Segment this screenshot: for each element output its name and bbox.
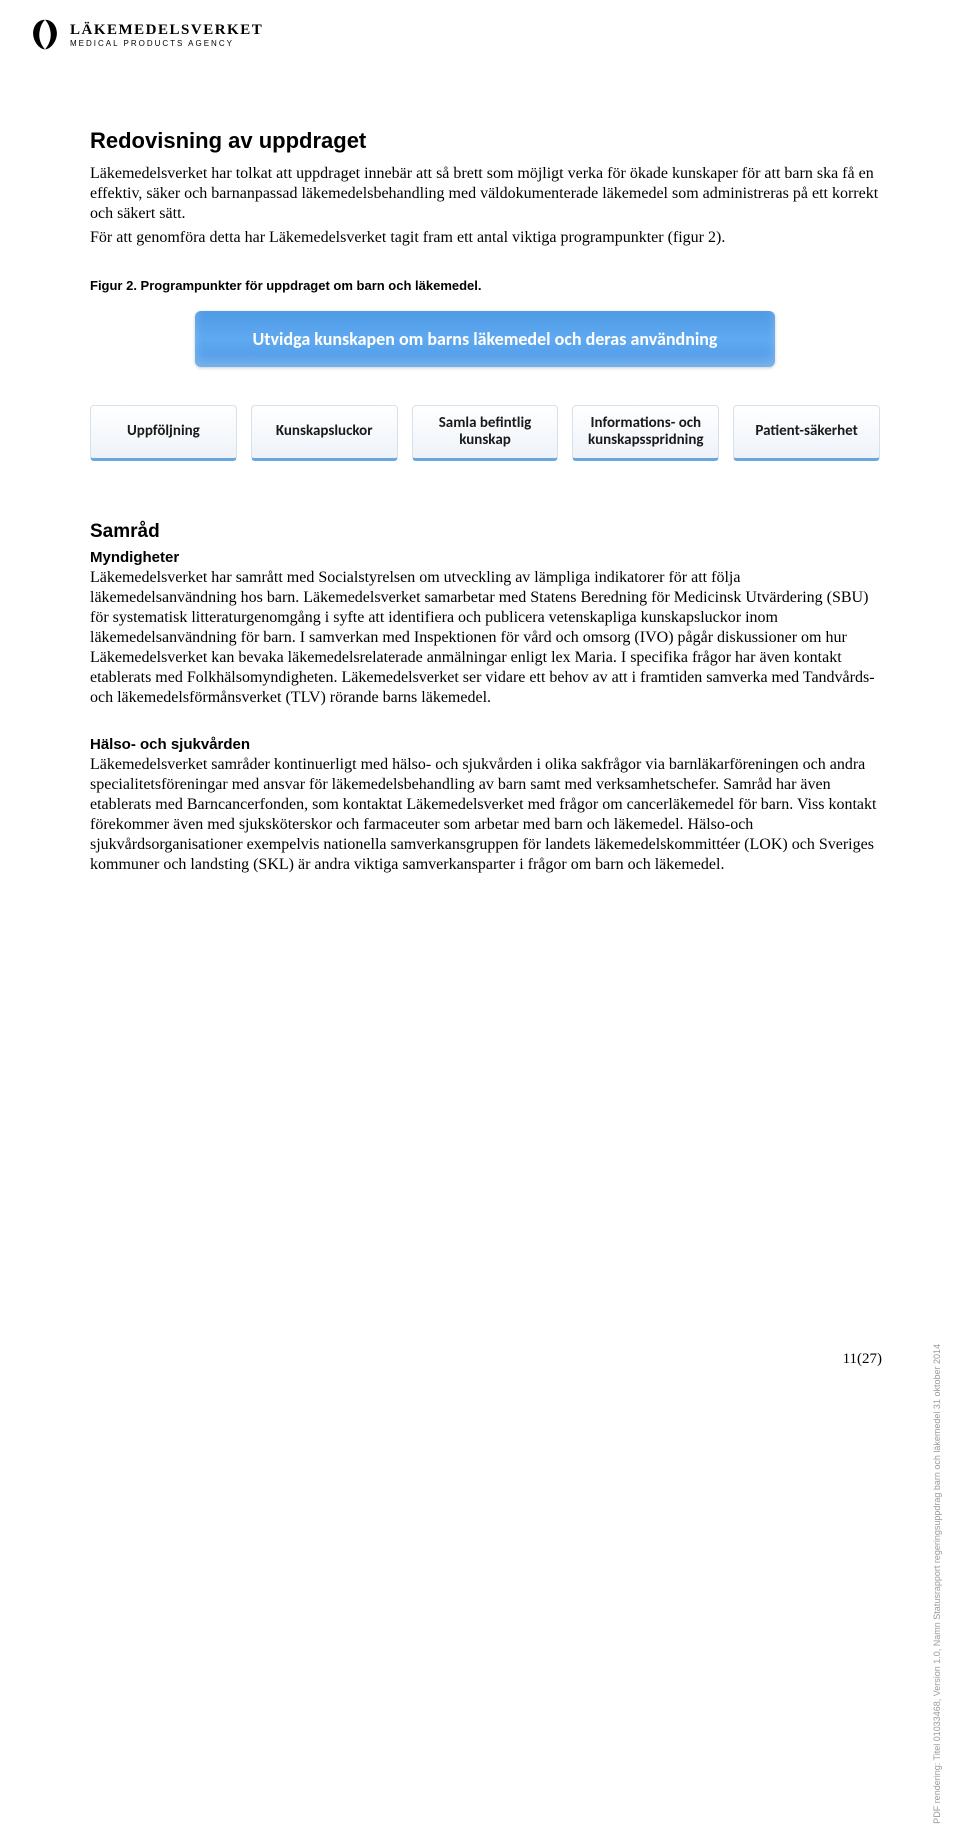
halso-text: Läkemedelsverket samråder kontinuerligt …	[90, 755, 880, 875]
page-number: 11(27)	[843, 1351, 882, 1368]
pill-patientsakerhet: Patient-säkerhet	[733, 405, 880, 461]
myndigheter-heading: Myndigheter	[90, 549, 880, 566]
pill-samla-kunskap: Samla befintlig kunskap	[412, 405, 559, 461]
pill-uppfoljning: Uppföljning	[90, 405, 237, 461]
pill-kunskapsluckor: Kunskapsluckor	[251, 405, 398, 461]
figure-caption: Figur 2. Programpunkter för uppdraget om…	[90, 278, 880, 293]
pdf-rendering-sidenote: PDF rendering: Titel 01033468, Version 1…	[932, 1344, 942, 1824]
logo-main-text: LÄKEMEDELSVERKET	[70, 23, 263, 38]
pill-kunskapsspridning: Informations- och kunskapsspridning	[572, 405, 719, 461]
myndigheter-text: Läkemedelsverket har samrått med Socials…	[90, 568, 880, 708]
program-diagram: Utvidga kunskapen om barns läkemedel och…	[90, 311, 880, 461]
page-title: Redovisning av uppdraget	[90, 128, 880, 154]
logo-icon	[28, 18, 62, 52]
intro-paragraph-2: För att genomföra detta har Läkemedelsve…	[90, 228, 880, 248]
diagram-pill-row: Uppföljning Kunskapsluckor Samla befintl…	[90, 405, 880, 461]
halso-heading: Hälso- och sjukvården	[90, 736, 880, 753]
logo-sub-text: MEDICAL PRODUCTS AGENCY	[70, 40, 263, 48]
diagram-top-box: Utvidga kunskapen om barns läkemedel och…	[195, 311, 775, 367]
samrad-heading: Samråd	[90, 521, 880, 543]
intro-paragraph-1: Läkemedelsverket har tolkat att uppdrage…	[90, 164, 880, 224]
agency-logo: LÄKEMEDELSVERKET MEDICAL PRODUCTS AGENCY	[28, 18, 263, 52]
page-content: Redovisning av uppdraget Läkemedelsverke…	[90, 128, 880, 879]
